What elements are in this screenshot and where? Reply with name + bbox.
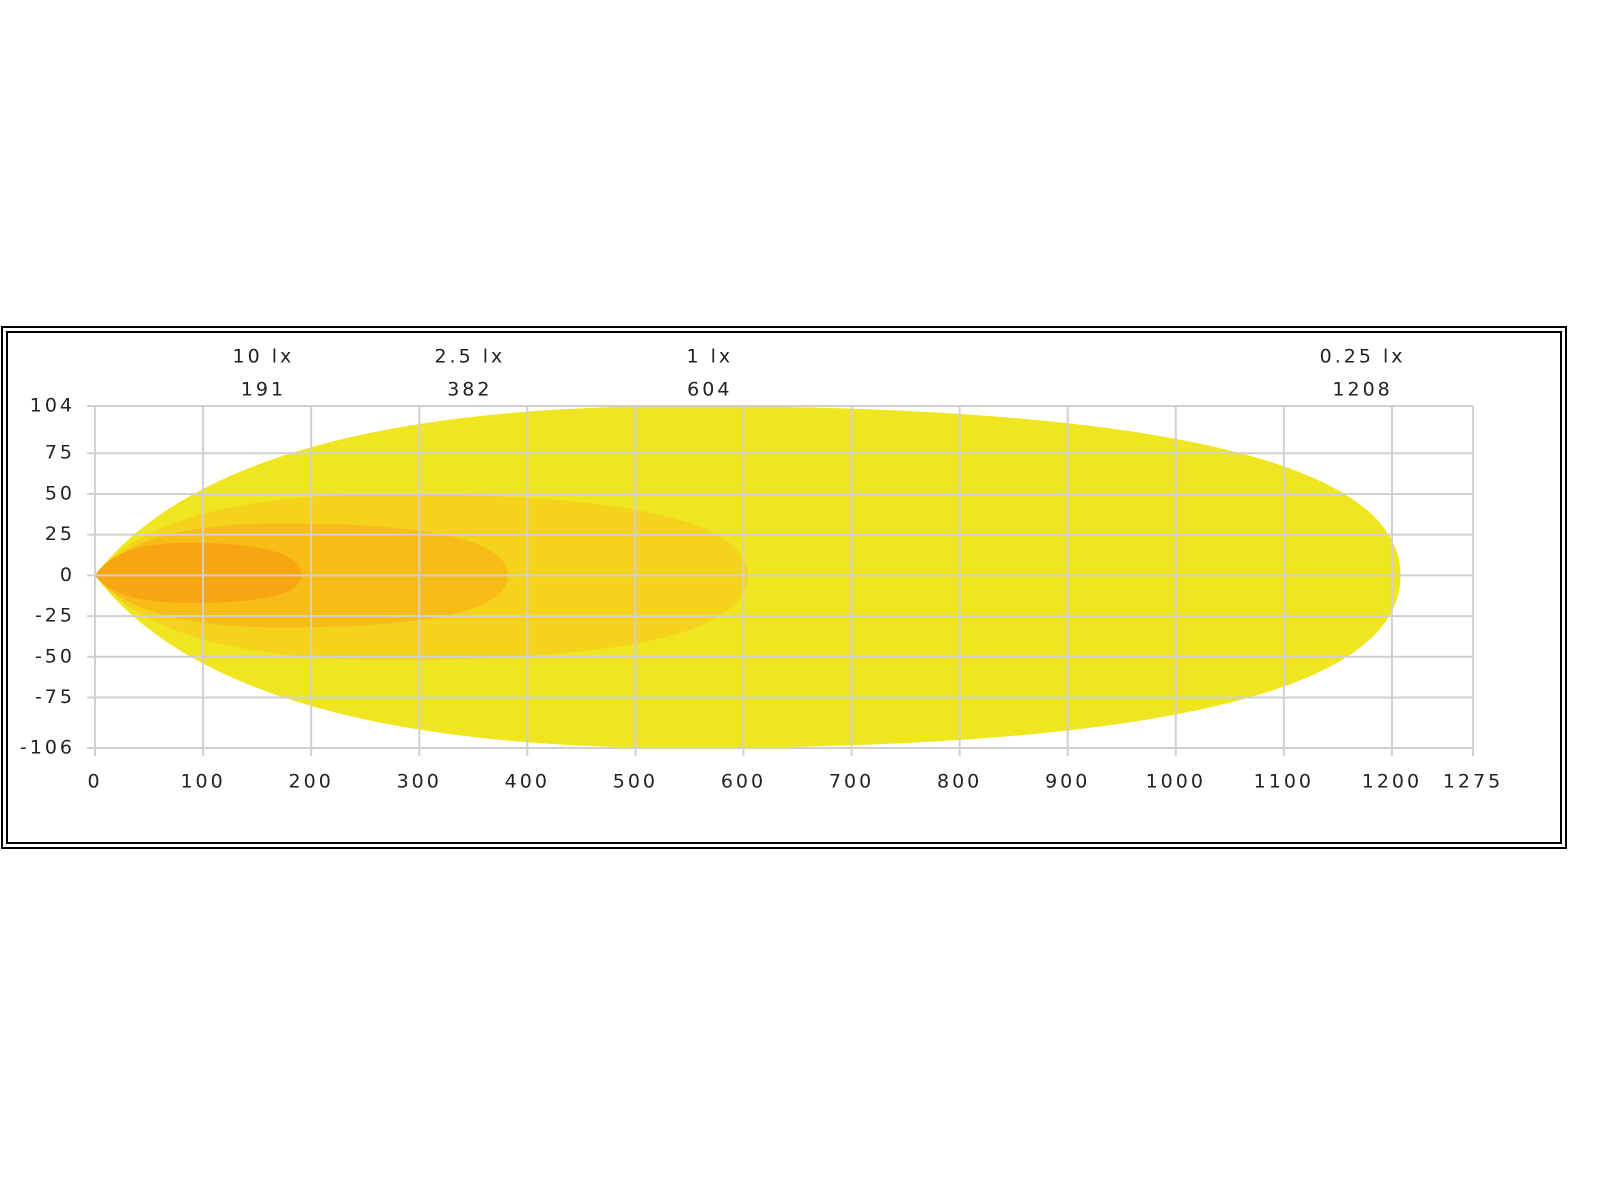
- level-label: 0.25 lx: [1320, 346, 1406, 368]
- distance-label: 1208: [1332, 379, 1392, 401]
- level-label: 10 lx: [233, 346, 295, 368]
- level-label: 1 lx: [686, 346, 733, 368]
- y-tick-label: -50: [35, 645, 75, 667]
- frame-inner: [6, 331, 1562, 844]
- x-tick-label: 200: [289, 771, 334, 793]
- x-tick-label: 100: [180, 771, 225, 793]
- x-tick-label: 800: [937, 771, 982, 793]
- x-tick-label: 600: [721, 771, 766, 793]
- distance-label: 382: [447, 379, 492, 401]
- x-tick-label: 1000: [1146, 771, 1206, 793]
- y-tick-label: 75: [45, 442, 75, 464]
- y-tick-label: -75: [35, 686, 75, 708]
- x-tick-label: 1275: [1443, 771, 1503, 793]
- y-tick-label: 0: [60, 564, 75, 586]
- x-tick-label: 400: [505, 771, 550, 793]
- y-tick-label: 25: [45, 523, 75, 545]
- y-tick-label: -106: [20, 737, 75, 759]
- distance-label: 191: [241, 379, 286, 401]
- x-tick-label: 700: [829, 771, 874, 793]
- isolux-area: [95, 542, 302, 604]
- x-tick-label: 0: [87, 771, 102, 793]
- level-label: 2.5 lx: [434, 346, 505, 368]
- x-tick-label: 900: [1045, 771, 1090, 793]
- x-tick-label: 300: [397, 771, 442, 793]
- frame-outer: [1, 326, 1567, 849]
- y-tick-label: 50: [45, 482, 75, 504]
- distance-label: 604: [687, 379, 732, 401]
- y-tick-label: 104: [30, 395, 75, 417]
- x-tick-label: 500: [613, 771, 658, 793]
- isolux-area: [95, 406, 1401, 748]
- x-tick-label: 1100: [1254, 771, 1314, 793]
- y-tick-label: -25: [35, 605, 75, 627]
- x-tick-label: 1200: [1362, 771, 1422, 793]
